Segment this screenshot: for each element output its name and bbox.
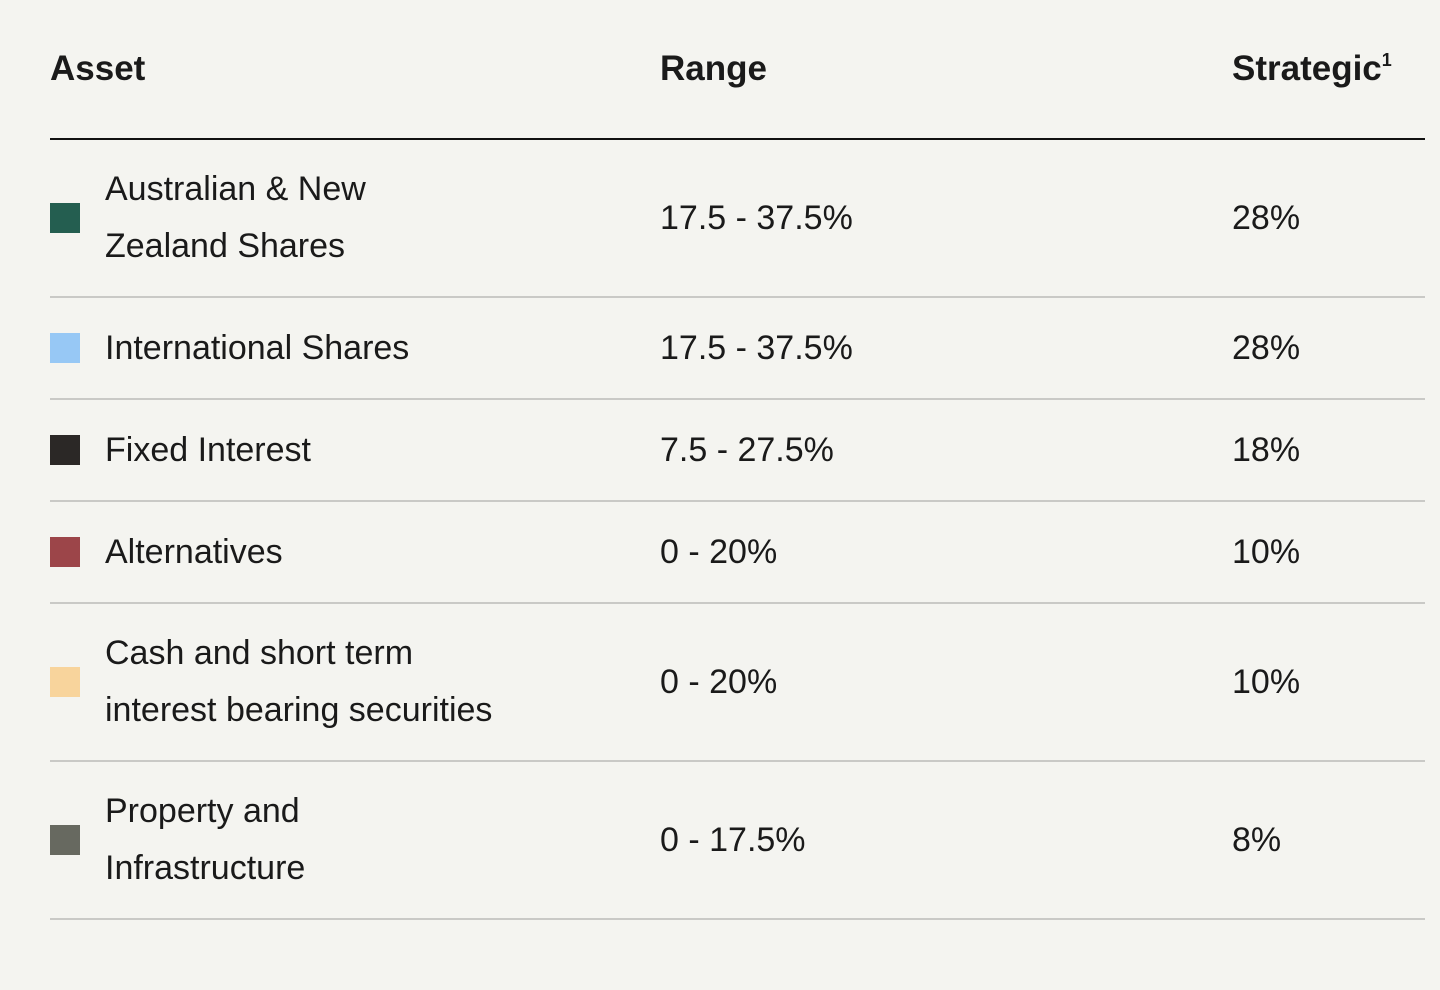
asset: Fixed Interest — [50, 422, 660, 479]
strategic-cell: 28% — [1232, 139, 1425, 298]
range-cell: 0 - 20% — [660, 603, 1232, 762]
header-cell: Range — [660, 0, 1232, 140]
table-row: Australian & New Zealand Shares 17.5 - 37… — [50, 139, 1425, 298]
asset: Property and Infrastructure — [50, 783, 660, 897]
strategic-cell: 10% — [1232, 603, 1425, 762]
color-swatch — [50, 825, 80, 855]
table-row: International Shares 17.5 - 37.5% 28% — [50, 297, 1425, 400]
asset: Australian & New Zealand Shares — [50, 161, 660, 275]
asset-cell: International Shares — [50, 297, 660, 400]
asset-name: Alternatives — [105, 532, 283, 571]
asset-name: Australian & New Zealand Shares — [105, 170, 366, 265]
header-row: Asset Range Strategic1 — [50, 0, 1425, 140]
table-row: Alternatives 0 - 20% 10% — [50, 501, 1425, 604]
range-cell: 0 - 20% — [660, 501, 1232, 604]
table-row: Cash and short term interest bearing sec… — [50, 603, 1425, 762]
range-cell: 17.5 - 37.5% — [660, 139, 1232, 298]
range-cell: 7.5 - 27.5% — [660, 399, 1232, 502]
asset-cell: Fixed Interest — [50, 399, 660, 502]
allocation-table: Asset Range Strategic1 Australian & New … — [50, 0, 1425, 920]
strategic-cell: 10% — [1232, 501, 1425, 604]
asset-cell: Cash and short term interest bearing sec… — [50, 603, 660, 762]
table-body: Australian & New Zealand Shares 17.5 - 37… — [50, 139, 1425, 920]
color-swatch — [50, 435, 80, 465]
footnote-marker[interactable]: 1 — [1381, 50, 1392, 70]
range-cell: 0 - 17.5% — [660, 761, 1232, 920]
asset: International Shares — [50, 320, 660, 377]
range-cell: 17.5 - 37.5% — [660, 297, 1232, 400]
header-text: Asset — [50, 49, 146, 88]
strategic-cell: 8% — [1232, 761, 1425, 920]
asset-cell: Property and Infrastructure — [50, 761, 660, 920]
color-swatch — [50, 333, 80, 363]
color-swatch — [50, 537, 80, 567]
header-text: Range — [660, 49, 767, 88]
header-cell: Strategic1 — [1232, 0, 1425, 140]
asset-name: Fixed Interest — [105, 430, 311, 469]
asset-name: Property and Infrastructure — [105, 792, 306, 887]
asset-cell: Alternatives — [50, 501, 660, 604]
asset: Alternatives — [50, 524, 660, 581]
strategic-cell: 28% — [1232, 297, 1425, 400]
asset-cell: Australian & New Zealand Shares — [50, 139, 660, 298]
asset-name: Cash and short term interest bearing sec… — [105, 634, 493, 729]
allocation-table-wrap: Asset Range Strategic1 Australian & New … — [50, 0, 1425, 920]
color-swatch — [50, 667, 80, 697]
header-text: Strategic — [1232, 49, 1382, 88]
color-swatch — [50, 203, 80, 233]
strategic-cell: 18% — [1232, 399, 1425, 502]
asset-name: International Shares — [105, 328, 410, 367]
table-row: Fixed Interest 7.5 - 27.5% 18% — [50, 399, 1425, 502]
asset: Cash and short term interest bearing sec… — [50, 625, 660, 739]
header-cell: Asset — [50, 0, 660, 140]
table-row: Property and Infrastructure 0 - 17.5% 8% — [50, 761, 1425, 920]
